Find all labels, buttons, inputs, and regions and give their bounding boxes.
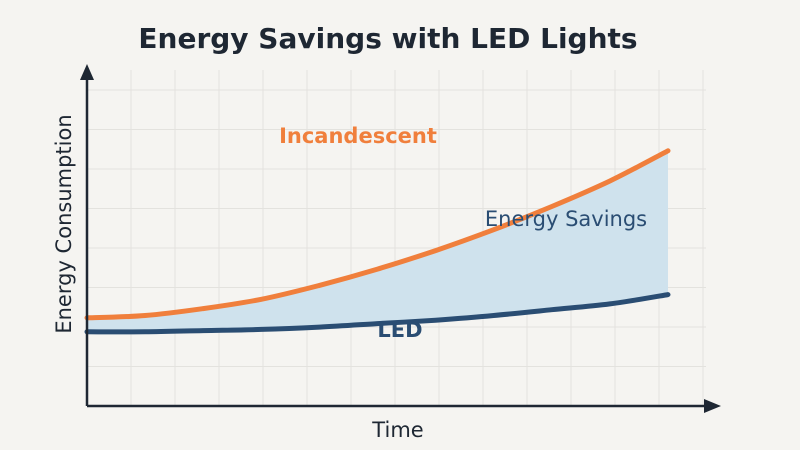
y-axis-arrow <box>80 64 94 80</box>
axes <box>80 64 721 413</box>
series-line-incandescent <box>84 148 671 321</box>
series-label-led: LED <box>377 318 422 342</box>
y-axis-label: Energy Consumption <box>52 114 76 333</box>
x-axis-arrow <box>704 399 721 413</box>
x-axis-label: Time <box>371 418 423 442</box>
chart-title: Energy Savings with LED Lights <box>138 22 637 55</box>
area-label-energy-savings: Energy Savings <box>485 207 647 231</box>
series-line-led <box>84 292 671 335</box>
series-label-incandescent: Incandescent <box>279 124 437 148</box>
savings-area <box>87 150 668 332</box>
